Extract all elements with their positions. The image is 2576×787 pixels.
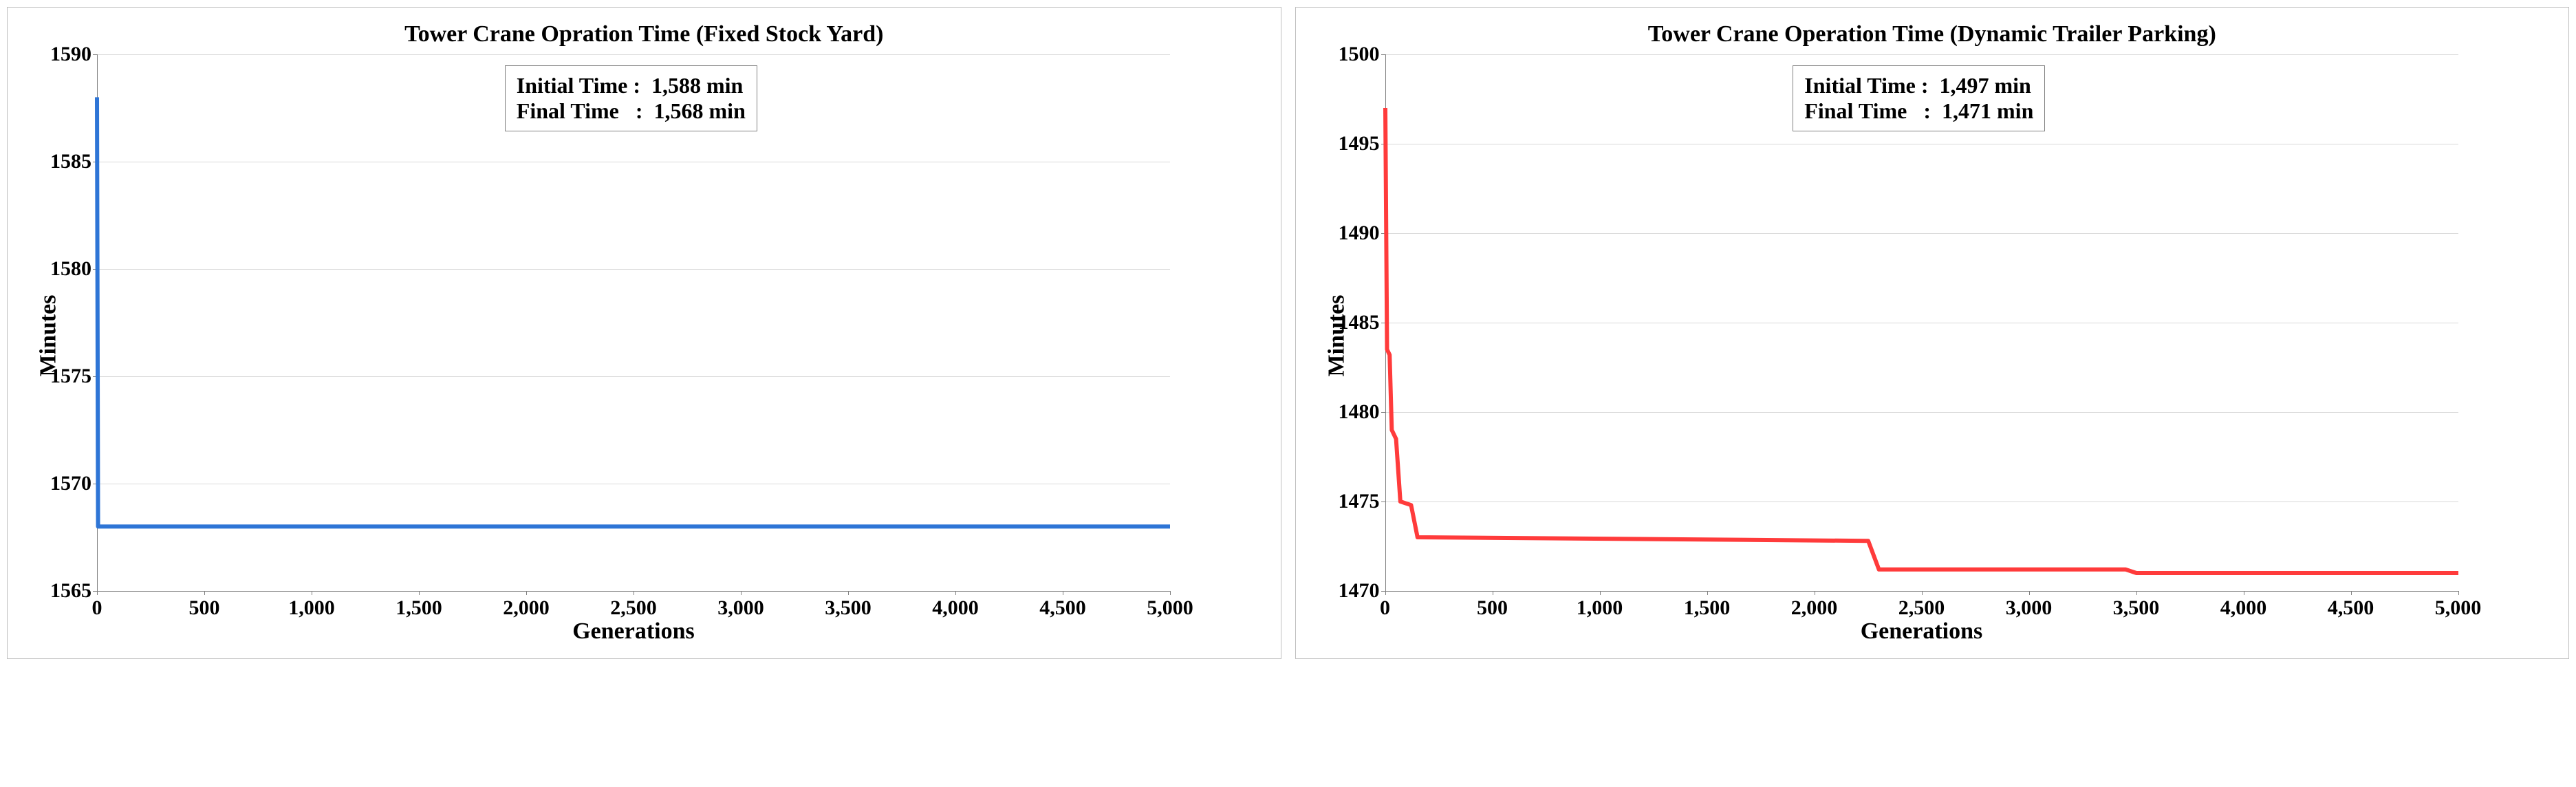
y-tick-label: 1580 xyxy=(50,257,97,281)
x-tick-label: 5,000 xyxy=(1147,591,1193,620)
x-axis-label: Generations xyxy=(1385,618,2458,645)
chart-title: Tower Crane Opration Time (Fixed Stock Y… xyxy=(28,21,1260,47)
x-tick-label: 2,500 xyxy=(610,591,657,620)
legend-row: Initial Time : 1,497 min xyxy=(1804,73,2033,98)
x-tick-label: 2,500 xyxy=(1898,591,1945,620)
chart-title: Tower Crane Operation Time (Dynamic Trai… xyxy=(1317,21,2548,47)
legend-row: Final Time : 1,471 min xyxy=(1804,98,2033,124)
data-line xyxy=(97,54,1170,591)
x-tick-label: 3,500 xyxy=(2113,591,2160,620)
x-tick-label: 3,000 xyxy=(717,591,764,620)
x-tick-label: 5,000 xyxy=(2435,591,2482,620)
x-tick-label: 4,000 xyxy=(932,591,979,620)
plot-area: 15651570157515801585159005001,0001,5002,… xyxy=(97,54,1170,591)
x-tick-label: 1,500 xyxy=(396,591,442,620)
chart-panel-dynamic: Tower Crane Operation Time (Dynamic Trai… xyxy=(1295,7,2570,659)
x-tick-label: 1,000 xyxy=(1577,591,1623,620)
x-axis-label: Generations xyxy=(97,618,1170,645)
x-tick-label: 4,500 xyxy=(1039,591,1086,620)
legend-row: Final Time : 1,568 min xyxy=(517,98,746,124)
x-tick-label: 1,500 xyxy=(1684,591,1731,620)
x-tick-label: 500 xyxy=(189,591,220,620)
x-tick-label: 3,500 xyxy=(825,591,872,620)
y-tick-label: 1490 xyxy=(1339,222,1385,245)
chart-panel-fixed: Tower Crane Opration Time (Fixed Stock Y… xyxy=(7,7,1281,659)
x-axis-line xyxy=(1385,591,2458,592)
y-axis-label: Minutes xyxy=(1323,295,1350,377)
x-tick-label: 0 xyxy=(92,591,102,620)
x-tick-label: 500 xyxy=(1477,591,1508,620)
x-axis-line xyxy=(97,591,1170,592)
x-tick-label: 3,000 xyxy=(2006,591,2053,620)
y-tick-label: 1495 xyxy=(1339,132,1385,155)
y-tick-label: 1480 xyxy=(1339,400,1385,424)
y-tick-label: 1575 xyxy=(50,365,97,388)
x-tick-label: 1,000 xyxy=(288,591,335,620)
x-tick-label: 4,000 xyxy=(2220,591,2267,620)
y-tick-label: 1485 xyxy=(1339,311,1385,334)
y-tick-label: 1585 xyxy=(50,150,97,173)
chart-body: Minutes 15651570157515801585159005001,00… xyxy=(28,54,1260,645)
x-tick-label: 2,000 xyxy=(503,591,550,620)
legend-box: Initial Time : 1,588 minFinal Time : 1,5… xyxy=(505,65,757,131)
legend-box: Initial Time : 1,497 minFinal Time : 1,4… xyxy=(1793,65,2045,131)
legend-row: Initial Time : 1,588 min xyxy=(517,73,746,98)
x-tick-label: 0 xyxy=(1380,591,1390,620)
x-tick-label: 4,500 xyxy=(2328,591,2374,620)
y-tick-label: 1590 xyxy=(50,43,97,66)
chart-body: Minutes 14701475148014851490149515000500… xyxy=(1317,54,2548,645)
y-tick-label: 1475 xyxy=(1339,490,1385,513)
plot-area: 147014751480148514901495150005001,0001,5… xyxy=(1385,54,2458,591)
y-tick-label: 1570 xyxy=(50,472,97,495)
x-tick-label: 2,000 xyxy=(1791,591,1838,620)
y-tick-label: 1470 xyxy=(1339,579,1385,603)
y-tick-label: 1565 xyxy=(50,579,97,603)
y-tick-label: 1500 xyxy=(1339,43,1385,66)
data-line xyxy=(1385,54,2458,591)
